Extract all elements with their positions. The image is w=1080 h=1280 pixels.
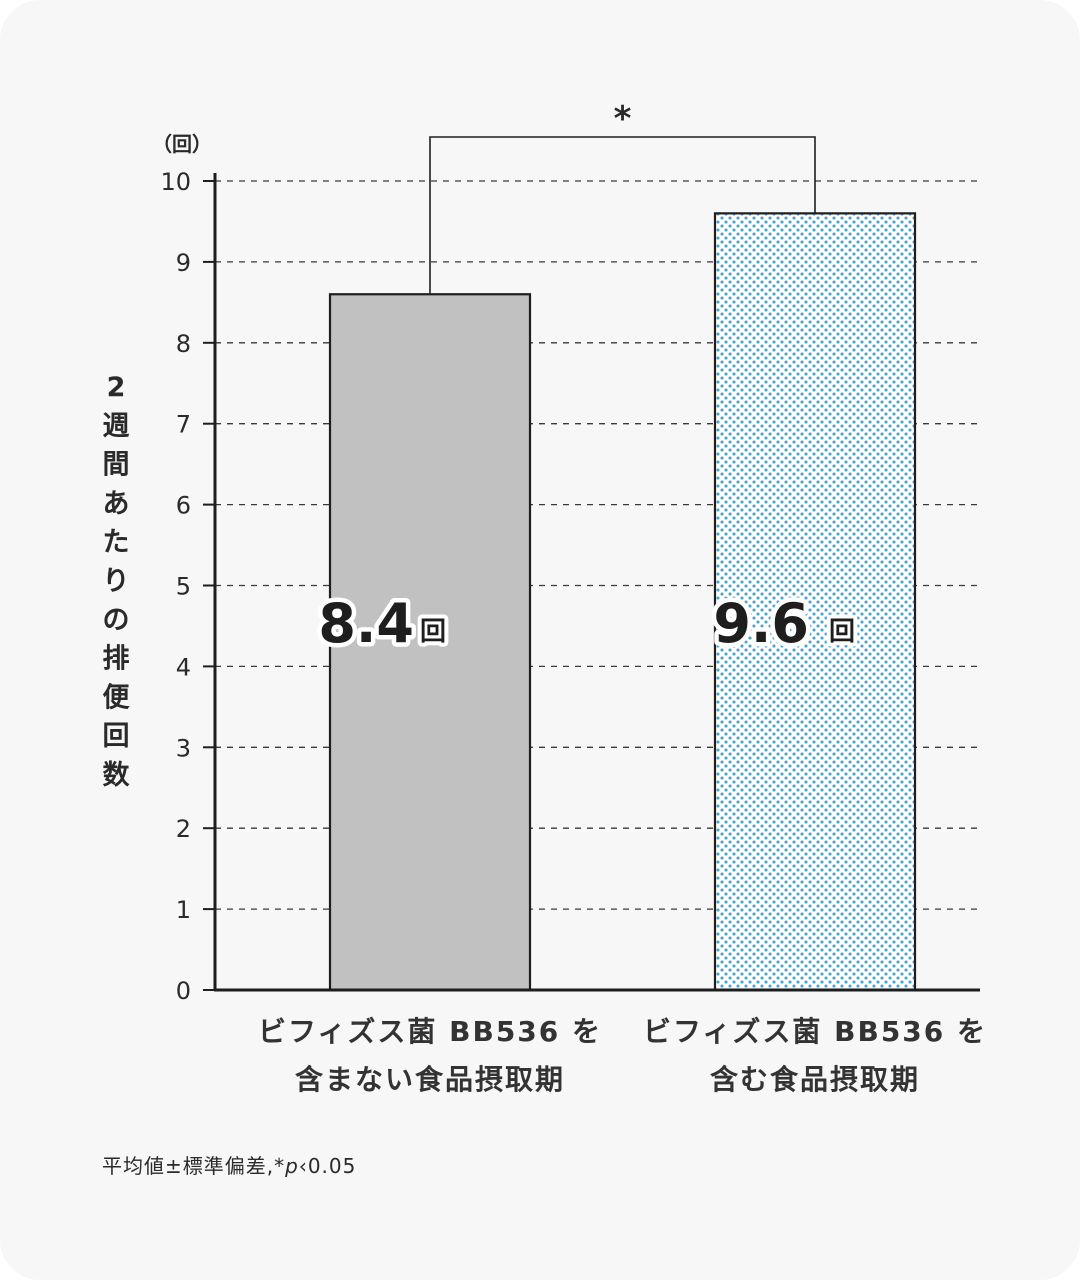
footnote-text: 平均値±標準偏差,*	[102, 1154, 286, 1178]
y-axis-label-char: の	[103, 605, 130, 636]
y-unit-label: （回）	[152, 132, 212, 156]
footnote-condition: ‹0.05	[298, 1154, 357, 1178]
bar	[328, 293, 532, 992]
significance-mark: *	[614, 99, 632, 139]
y-axis-label-char: り	[103, 566, 130, 597]
y-axis-label-char: 数	[103, 760, 131, 791]
y-axis-label-char: 排	[103, 644, 130, 675]
y-axis-label-char: 2	[107, 372, 126, 403]
data-label-unit: 回	[829, 617, 855, 647]
y-tick-label: 0	[176, 977, 191, 1005]
x-category-label-line: 含む食品摂取期	[710, 1063, 920, 1096]
y-tick-label: 9	[176, 249, 191, 277]
y-axis-label-char: あ	[103, 488, 130, 519]
y-axis-label-char: 週	[103, 411, 130, 442]
footnote: 平均値±標準偏差,*p‹0.05	[102, 1150, 356, 1179]
y-tick-label: 4	[176, 653, 191, 681]
y-axis-label-char: 便	[103, 682, 131, 713]
data-label: 8.4 回	[314, 588, 450, 660]
data-label-unit: 回	[420, 617, 446, 647]
y-axis-label-char: 回	[103, 721, 130, 752]
bar	[713, 212, 917, 992]
data-label-value: 9.6	[713, 592, 809, 655]
y-axis-label-char: た	[103, 527, 130, 558]
y-tick-label: 7	[176, 411, 191, 439]
y-tick-label: 5	[176, 573, 191, 601]
y-tick-label: 1	[176, 896, 191, 924]
footnote-p-symbol: p	[285, 1154, 299, 1178]
y-axis-label-char: 間	[103, 450, 130, 481]
y-tick-label: 6	[176, 492, 191, 520]
data-label-value: 8.4	[318, 592, 414, 655]
x-category-label-line: 含まない食品摂取期	[295, 1063, 565, 1096]
y-tick-label: 3	[176, 734, 191, 762]
y-tick-label: 2	[176, 815, 191, 843]
x-category-label-line: ビフィズス菌 BB536 を	[258, 1015, 602, 1048]
data-label: 9.6 回	[709, 588, 859, 660]
significance-bracket	[429, 136, 816, 295]
y-tick-label: 10	[160, 168, 191, 196]
x-category-label-line: ビフィズス菌 BB536 を	[643, 1015, 987, 1048]
y-tick-label: 8	[176, 330, 191, 358]
